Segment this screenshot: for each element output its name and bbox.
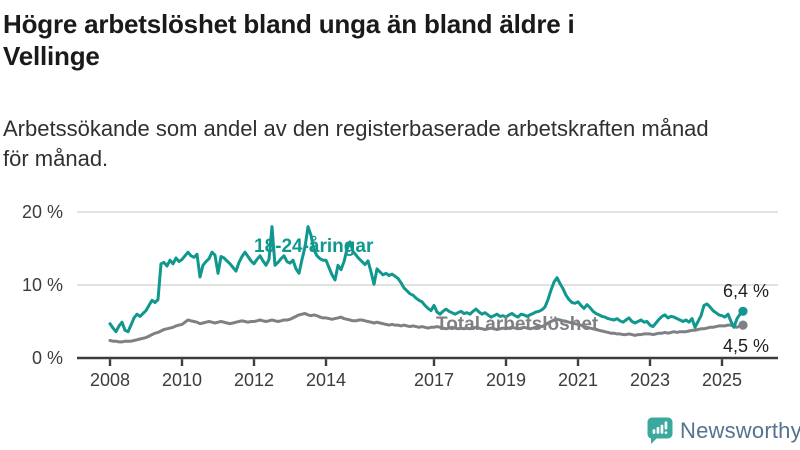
y-axis-tick-label-10: 10 % <box>21 275 63 295</box>
y-axis-tick-label-0: 0 % <box>31 348 63 368</box>
total-series-end-dot <box>738 320 748 330</box>
page-title: Högre arbetslöshet bland unga än bland ä… <box>3 9 575 71</box>
x-axis-tick-label-2017: 2017 <box>413 370 455 390</box>
x-axis-tick-label-2019: 2019 <box>485 370 527 390</box>
end-value-label-young: 6,4 % <box>723 281 770 301</box>
x-axis-tick-label-2010: 2010 <box>161 370 203 390</box>
end-value-label-total: 4,5 % <box>723 336 770 356</box>
newsworthy-logo: Newsworthy <box>647 417 800 445</box>
series-label-young: 18-24-åringar <box>254 236 374 257</box>
x-axis-tick-label-2023: 2023 <box>629 370 671 390</box>
young-series-end-dot <box>738 306 748 316</box>
series-label-total: Total arbetslöshet <box>436 314 599 335</box>
newsworthy-logo-text: Newsworthy <box>680 418 800 443</box>
x-axis-tick-label-2025: 2025 <box>701 370 743 390</box>
page-subtitle: Arbetssökande som andel av den registerb… <box>3 116 709 171</box>
x-axis-tick-label-2014: 2014 <box>305 370 347 390</box>
young-series-line <box>108 225 745 334</box>
newsworthy-logo-icon <box>647 417 673 444</box>
x-axis-tick-label-2008: 2008 <box>89 370 131 390</box>
total-series-line <box>108 312 745 344</box>
y-axis-tick-label-20: 20 % <box>21 202 63 222</box>
x-axis-tick-label-2012: 2012 <box>233 370 275 390</box>
x-axis-tick-label-2021: 2021 <box>557 370 599 390</box>
